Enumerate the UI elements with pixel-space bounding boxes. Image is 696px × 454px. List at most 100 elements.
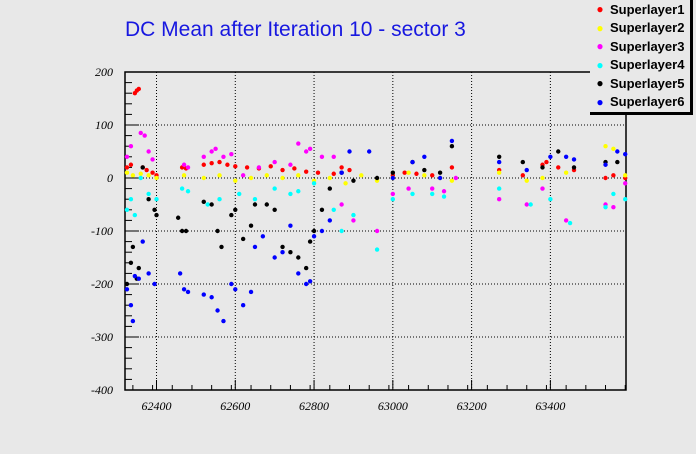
data-point-superlayer4 — [217, 197, 222, 202]
data-point-superlayer4 — [311, 181, 317, 186]
data-point-superlayer6 — [215, 308, 220, 313]
data-point-superlayer1 — [233, 164, 238, 169]
y-tick-label: 200 — [95, 65, 113, 79]
data-point-superlayer6 — [548, 154, 553, 159]
data-point-superlayer2 — [422, 173, 427, 178]
legend-entry-superlayer3: ● Superlayer3 — [590, 37, 690, 56]
data-point-superlayer5 — [390, 170, 396, 175]
data-point-superlayer4 — [132, 212, 138, 218]
data-point-superlayer6 — [307, 279, 313, 284]
data-point-superlayer5 — [209, 202, 214, 207]
data-point-superlayer5 — [496, 154, 502, 159]
data-point-superlayer1 — [449, 165, 455, 170]
data-point-superlayer5 — [229, 212, 234, 218]
legend-marker-icon: ● — [596, 39, 604, 54]
data-point-superlayer1 — [150, 170, 155, 175]
data-point-superlayer5 — [248, 223, 254, 228]
data-point-superlayer4 — [146, 191, 151, 197]
data-point-superlayer2 — [343, 181, 348, 186]
data-point-superlayer6 — [603, 162, 608, 167]
data-point-superlayer1 — [430, 173, 435, 178]
data-point-superlayer3 — [351, 218, 356, 223]
data-point-superlayer3 — [138, 130, 143, 136]
data-point-superlayer6 — [288, 223, 293, 228]
legend-label: Superlayer2 — [610, 20, 685, 36]
data-point-superlayer5 — [240, 236, 246, 242]
data-point-superlayer5 — [136, 265, 141, 271]
data-point-superlayer3 — [524, 202, 529, 207]
data-point-superlayer6 — [140, 239, 145, 244]
data-point-superlayer5 — [219, 244, 224, 250]
data-point-superlayer6 — [319, 228, 325, 234]
data-point-superlayer3 — [181, 162, 187, 167]
data-point-superlayer6 — [623, 151, 628, 157]
data-point-superlayer3 — [331, 154, 336, 159]
data-point-superlayer6 — [524, 167, 529, 173]
data-point-superlayer6 — [449, 138, 455, 144]
data-point-superlayer1 — [603, 175, 608, 181]
data-point-superlayer2 — [181, 173, 187, 178]
data-point-superlayer5 — [154, 212, 159, 218]
data-point-superlayer3 — [374, 228, 380, 234]
data-point-superlayer6 — [229, 281, 234, 287]
data-point-superlayer3 — [240, 173, 246, 178]
y-tick-label: -100 — [91, 224, 113, 238]
data-point-superlayer6 — [347, 149, 352, 154]
data-point-superlayer6 — [128, 303, 134, 308]
data-point-superlayer5 — [303, 265, 309, 271]
data-point-superlayer4 — [611, 191, 616, 197]
data-point-superlayer5 — [140, 165, 145, 170]
data-point-superlayer1 — [292, 166, 297, 171]
data-point-superlayer2 — [524, 178, 529, 183]
data-point-superlayer5 — [175, 215, 181, 220]
data-point-superlayer2 — [154, 175, 159, 181]
data-point-superlayer4 — [374, 247, 380, 252]
data-point-superlayer2 — [623, 173, 628, 178]
data-point-superlayer6 — [221, 318, 226, 324]
data-point-superlayer6 — [201, 292, 206, 297]
data-point-superlayer2 — [280, 175, 285, 181]
data-point-superlayer5 — [264, 202, 269, 207]
data-point-superlayer3 — [146, 149, 151, 154]
chart-title: DC Mean after Iteration 10 - sector 3 — [125, 18, 466, 41]
data-point-superlayer6 — [260, 234, 266, 239]
data-point-superlayer5 — [124, 281, 130, 287]
data-point-superlayer1 — [402, 170, 407, 175]
data-point-superlayer6 — [327, 218, 333, 223]
data-point-superlayer1 — [128, 162, 134, 167]
data-point-superlayer6 — [496, 159, 502, 165]
data-point-superlayer1 — [520, 173, 526, 178]
data-point-superlayer3 — [339, 202, 344, 207]
data-point-superlayer1 — [315, 170, 321, 175]
legend-marker-icon: ● — [596, 2, 604, 17]
data-point-superlayer5 — [288, 250, 293, 255]
data-point-superlayer5 — [571, 165, 577, 170]
data-point-superlayer3 — [540, 186, 545, 191]
data-point-superlayer5 — [128, 260, 134, 265]
data-point-superlayer6 — [296, 271, 301, 276]
data-point-superlayer3 — [201, 154, 206, 159]
data-point-superlayer6 — [124, 287, 130, 292]
data-point-superlayer3 — [563, 218, 569, 223]
x-tick-label: 62600 — [220, 399, 250, 413]
data-point-superlayer4 — [185, 189, 191, 194]
legend-entry-superlayer4: ● Superlayer4 — [590, 56, 690, 75]
data-point-superlayer4 — [128, 197, 134, 202]
data-point-superlayer5 — [152, 207, 157, 212]
data-point-superlayer4 — [252, 197, 258, 202]
data-point-superlayer1 — [414, 171, 419, 176]
data-point-superlayer1 — [544, 159, 549, 165]
data-point-superlayer6 — [132, 273, 138, 279]
data-point-superlayer1 — [280, 167, 285, 173]
legend-label: Superlayer4 — [610, 57, 685, 73]
data-point-superlayer1 — [217, 159, 222, 165]
data-point-superlayer3 — [319, 154, 325, 159]
data-point-superlayer5 — [374, 175, 380, 181]
data-point-superlayer4 — [390, 197, 396, 202]
data-point-superlayer1 — [303, 169, 309, 174]
data-point-superlayer3 — [441, 189, 447, 194]
data-point-superlayer1 — [331, 171, 336, 176]
data-point-superlayer3 — [128, 144, 134, 149]
